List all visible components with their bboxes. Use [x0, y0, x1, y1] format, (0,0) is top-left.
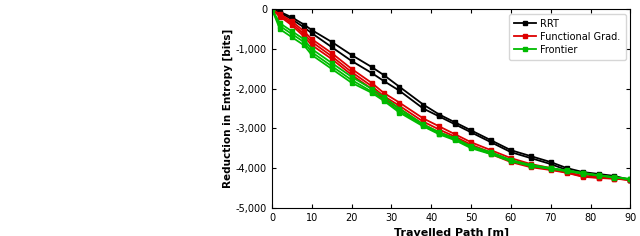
Functional Grad.: [308, 38, 316, 41]
RRT: [611, 177, 618, 179]
Line: Functional Grad.: Functional Grad.: [269, 7, 633, 182]
Frontier: [380, 95, 387, 98]
RRT: [627, 178, 634, 181]
Line: RRT: RRT: [269, 7, 633, 182]
Frontier: [507, 159, 515, 161]
RRT: [396, 89, 403, 92]
Frontier: [348, 76, 355, 78]
Functional Grad.: [547, 167, 555, 169]
Functional Grad.: [288, 20, 296, 23]
Frontier: [467, 145, 475, 148]
RRT: [527, 157, 534, 160]
Frontier: [547, 167, 555, 169]
Functional Grad.: [380, 91, 387, 94]
Functional Grad.: [276, 13, 284, 16]
Functional Grad.: [563, 171, 570, 173]
Frontier: [487, 151, 495, 154]
Functional Grad.: [611, 177, 618, 180]
Functional Grad.: [368, 81, 376, 84]
Functional Grad.: [595, 176, 602, 179]
Frontier: [595, 174, 602, 177]
Frontier: [579, 171, 586, 174]
Functional Grad.: [435, 125, 443, 128]
RRT: [563, 169, 570, 171]
RRT: [328, 46, 335, 49]
RRT: [276, 11, 284, 14]
Frontier: [627, 178, 634, 181]
Frontier: [611, 176, 618, 179]
Frontier: [268, 8, 276, 11]
RRT: [547, 163, 555, 165]
RRT: [368, 72, 376, 74]
Frontier: [328, 62, 335, 64]
Frontier: [419, 123, 427, 126]
Functional Grad.: [467, 141, 475, 144]
Functional Grad.: [419, 117, 427, 120]
RRT: [487, 141, 495, 144]
Functional Grad.: [507, 157, 515, 160]
RRT: [595, 175, 602, 177]
Legend: RRT, Functional Grad., Frontier: RRT, Functional Grad., Frontier: [509, 14, 625, 60]
X-axis label: Travelled Path [m]: Travelled Path [m]: [394, 228, 509, 236]
RRT: [268, 8, 276, 11]
RRT: [507, 151, 515, 154]
Functional Grad.: [328, 52, 335, 55]
Functional Grad.: [451, 133, 459, 136]
Functional Grad.: [396, 101, 403, 104]
RRT: [308, 32, 316, 35]
Functional Grad.: [300, 30, 308, 33]
Frontier: [396, 107, 403, 110]
Frontier: [308, 48, 316, 51]
RRT: [348, 59, 355, 62]
Frontier: [527, 164, 534, 166]
RRT: [380, 79, 387, 82]
Line: Frontier: Frontier: [269, 7, 633, 181]
Frontier: [288, 30, 296, 33]
RRT: [288, 18, 296, 21]
Frontier: [451, 137, 459, 140]
Frontier: [276, 22, 284, 25]
RRT: [419, 107, 427, 110]
Y-axis label: Reduction in Entropy [bits]: Reduction in Entropy [bits]: [223, 29, 233, 188]
RRT: [579, 173, 586, 175]
Functional Grad.: [487, 149, 495, 152]
Frontier: [435, 131, 443, 134]
Functional Grad.: [627, 178, 634, 181]
RRT: [435, 115, 443, 118]
Frontier: [300, 38, 308, 41]
Functional Grad.: [579, 175, 586, 177]
Functional Grad.: [348, 67, 355, 70]
Frontier: [368, 87, 376, 90]
RRT: [467, 131, 475, 134]
Frontier: [563, 169, 570, 172]
Functional Grad.: [268, 8, 276, 11]
Functional Grad.: [527, 163, 534, 165]
RRT: [300, 26, 308, 29]
RRT: [451, 123, 459, 126]
